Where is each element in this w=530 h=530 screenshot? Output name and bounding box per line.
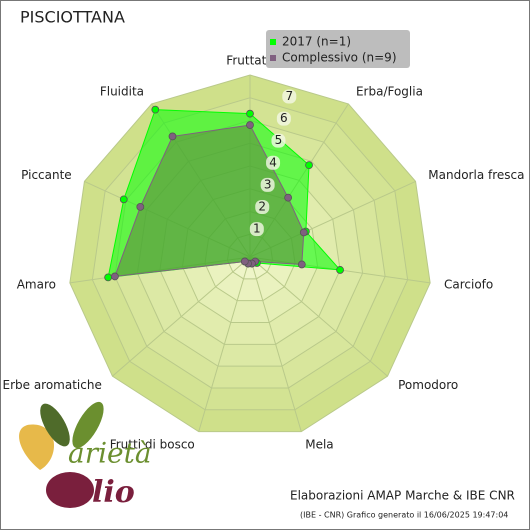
r-tick-label: 4 bbox=[269, 155, 277, 169]
logo-text: arietà bbox=[68, 437, 152, 470]
tick-label-bg bbox=[271, 133, 286, 148]
data-point bbox=[240, 257, 249, 266]
data-point bbox=[284, 193, 293, 202]
legend-label: 2017 (n=1) bbox=[282, 35, 351, 49]
axis-label: Erbe aromatiche bbox=[2, 378, 101, 392]
axis-label: Erba/Foglia bbox=[356, 85, 423, 99]
data-point bbox=[151, 105, 160, 114]
r-tick-label: 6 bbox=[280, 111, 288, 125]
data-point bbox=[305, 161, 313, 170]
legend-swatch bbox=[270, 55, 276, 61]
data-point bbox=[297, 260, 306, 269]
r-tick-label: 1 bbox=[253, 222, 261, 236]
axis-label: Amaro bbox=[17, 277, 56, 291]
axis-label: Fluidita bbox=[100, 85, 144, 99]
data-point bbox=[246, 109, 254, 118]
footnote: (IBE - CNR) Grafico generato il 16/06/20… bbox=[300, 511, 508, 520]
logo-olive bbox=[46, 472, 94, 508]
data-point bbox=[119, 195, 128, 204]
axis-label: Mela bbox=[305, 438, 333, 452]
tick-label-bg bbox=[255, 199, 270, 214]
plot: 1 2 3 4 5 6 7 bbox=[104, 89, 344, 282]
tick-label-bg bbox=[249, 222, 264, 237]
axis-label: Mandorla fresca bbox=[428, 168, 524, 182]
data-point bbox=[336, 266, 344, 274]
data-point bbox=[104, 273, 113, 282]
r-tick-label: 3 bbox=[264, 177, 272, 191]
axis-label: Carciofo bbox=[444, 277, 493, 291]
chart-title: PISCIOTTANA bbox=[20, 8, 125, 27]
axis-label: Piccante bbox=[21, 168, 72, 182]
data-point bbox=[136, 203, 145, 211]
logo-shape bbox=[19, 424, 54, 470]
axis-line bbox=[249, 256, 302, 432]
r-tick-label: 5 bbox=[275, 133, 283, 147]
axis-line bbox=[249, 256, 388, 377]
logo-leaf bbox=[72, 401, 104, 449]
axis-label: Fruttato bbox=[226, 54, 273, 68]
legend-swatch bbox=[270, 39, 276, 45]
footer: Elaborazioni AMAP Marche & IBE CNR bbox=[290, 489, 515, 503]
data-point bbox=[168, 132, 177, 141]
logo-text: lio bbox=[92, 475, 135, 510]
tick-label-bg bbox=[282, 89, 297, 104]
logo-leaf bbox=[40, 403, 70, 447]
legend-label: Complessivo (n=9) bbox=[282, 51, 397, 65]
data-point bbox=[110, 272, 119, 281]
legend-box bbox=[266, 30, 410, 68]
tick-label-bg bbox=[260, 177, 275, 192]
axis-label: Frutti di bosco bbox=[110, 438, 195, 452]
tick-label-bg bbox=[266, 155, 281, 170]
r-tick-label: 2 bbox=[258, 199, 266, 213]
axis-label: Pomodoro bbox=[398, 378, 458, 392]
legend: 2017 (n=1) Complessivo (n=9) bbox=[270, 35, 397, 65]
axis-line bbox=[198, 256, 251, 432]
logo: arietà lio bbox=[19, 401, 152, 510]
data-point bbox=[246, 121, 254, 129]
tick-label-bg bbox=[276, 111, 291, 126]
data-point bbox=[299, 228, 308, 237]
axis-line bbox=[112, 256, 251, 377]
r-tick-label: 7 bbox=[285, 89, 293, 103]
